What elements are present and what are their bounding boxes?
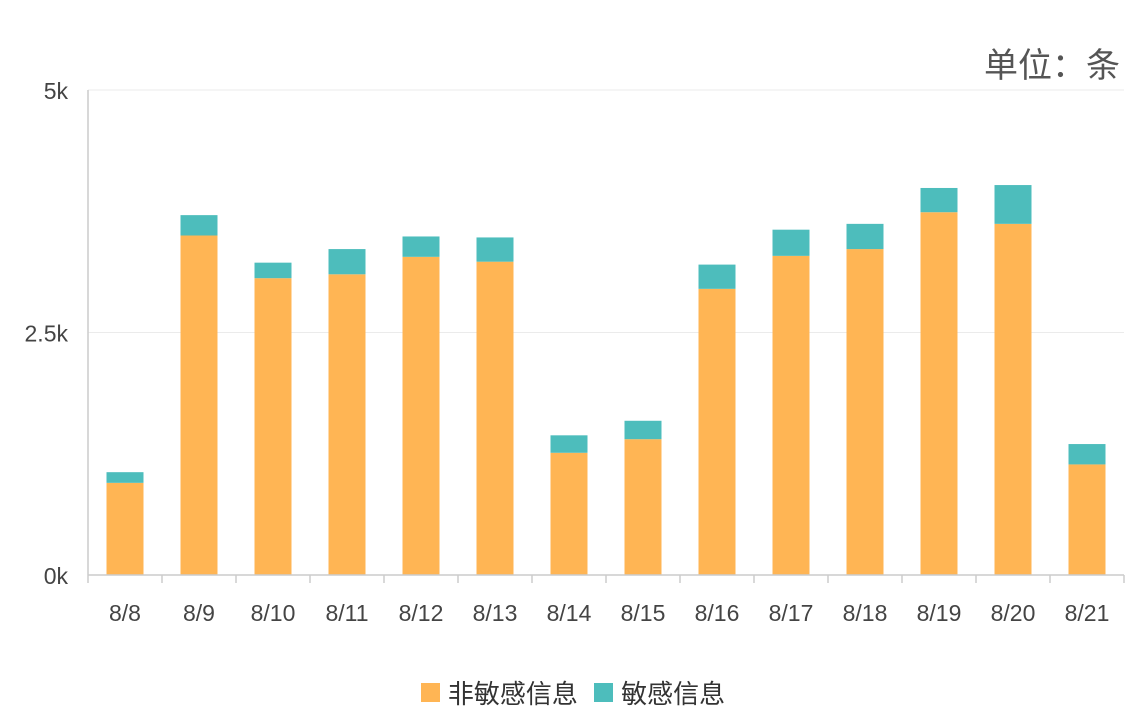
x-tick-label: 8/16 bbox=[695, 600, 740, 626]
bar-sensitive[interactable] bbox=[550, 435, 588, 453]
bar-nonsensitive[interactable] bbox=[698, 288, 736, 575]
bar-sensitive[interactable] bbox=[994, 185, 1032, 224]
bar-nonsensitive[interactable] bbox=[550, 452, 588, 575]
x-tick-label: 8/14 bbox=[547, 600, 592, 626]
x-tick-label: 8/9 bbox=[183, 600, 215, 626]
bar-nonsensitive[interactable] bbox=[772, 255, 810, 575]
x-tick-label: 8/10 bbox=[251, 600, 296, 626]
bar-sensitive[interactable] bbox=[1068, 444, 1106, 465]
bar-sensitive[interactable] bbox=[328, 249, 366, 275]
legend-item-sensitive[interactable]: 敏感信息 bbox=[594, 674, 725, 711]
unit-label: 单位：条 bbox=[984, 46, 1120, 86]
x-tick-label: 8/15 bbox=[621, 600, 666, 626]
legend-swatch-nonsensitive bbox=[420, 683, 440, 702]
axes bbox=[87, 90, 1125, 583]
bar-sensitive[interactable] bbox=[698, 264, 736, 289]
x-tick-label: 8/19 bbox=[917, 600, 962, 626]
bar-nonsensitive[interactable] bbox=[254, 278, 292, 575]
legend-label-nonsensitive: 非敏感信息 bbox=[447, 680, 578, 710]
x-tick-label: 8/17 bbox=[769, 600, 814, 626]
y-tick-label: 0k bbox=[44, 563, 69, 589]
bar-nonsensitive[interactable] bbox=[476, 261, 514, 575]
bar-sensitive[interactable] bbox=[180, 215, 218, 236]
bar-sensitive[interactable] bbox=[476, 237, 514, 262]
bar-nonsensitive[interactable] bbox=[624, 439, 662, 575]
x-tick-label: 8/20 bbox=[991, 600, 1036, 626]
bar-sensitive[interactable] bbox=[846, 223, 884, 250]
bar-sensitive[interactable] bbox=[254, 262, 292, 279]
x-tick-label: 8/21 bbox=[1065, 600, 1110, 626]
bar-sensitive[interactable] bbox=[772, 229, 810, 256]
legend: 非敏感信息 敏感信息 bbox=[0, 674, 1146, 711]
y-tick-labels: 0k 2.5k 5k bbox=[25, 78, 69, 589]
bar-nonsensitive[interactable] bbox=[920, 212, 958, 575]
x-tick-label: 8/8 bbox=[109, 600, 141, 626]
bar-sensitive[interactable] bbox=[920, 187, 958, 213]
grid-lines bbox=[88, 89, 1124, 333]
bar-nonsensitive[interactable] bbox=[846, 249, 884, 575]
bar-nonsensitive[interactable] bbox=[402, 256, 440, 575]
bar-sensitive[interactable] bbox=[624, 420, 662, 440]
x-tick-label: 8/12 bbox=[399, 600, 444, 626]
x-tick-labels: 8/8 8/9 8/10 8/11 8/12 8/13 8/14 8/15 8/16 8/17 8/… bbox=[109, 600, 1109, 626]
bar-nonsensitive[interactable] bbox=[994, 223, 1032, 576]
legend-swatch-sensitive bbox=[594, 683, 614, 702]
legend-item-nonsensitive[interactable]: 非敏感信息 bbox=[420, 674, 578, 711]
y-tick-label: 5k bbox=[44, 78, 69, 104]
x-tick-label: 8/18 bbox=[843, 600, 888, 626]
bar-sensitive[interactable] bbox=[402, 236, 440, 257]
legend-label-sensitive: 敏感信息 bbox=[621, 680, 726, 710]
bar-sensitive[interactable] bbox=[106, 472, 144, 483]
y-tick-label: 2.5k bbox=[25, 321, 69, 347]
bar-nonsensitive[interactable] bbox=[180, 235, 218, 576]
x-tick-label: 8/13 bbox=[473, 600, 518, 626]
bars bbox=[106, 185, 1106, 576]
bar-nonsensitive[interactable] bbox=[328, 274, 366, 575]
x-tick-label: 8/11 bbox=[325, 600, 368, 626]
bar-nonsensitive[interactable] bbox=[1068, 464, 1106, 575]
bar-nonsensitive[interactable] bbox=[106, 482, 144, 575]
